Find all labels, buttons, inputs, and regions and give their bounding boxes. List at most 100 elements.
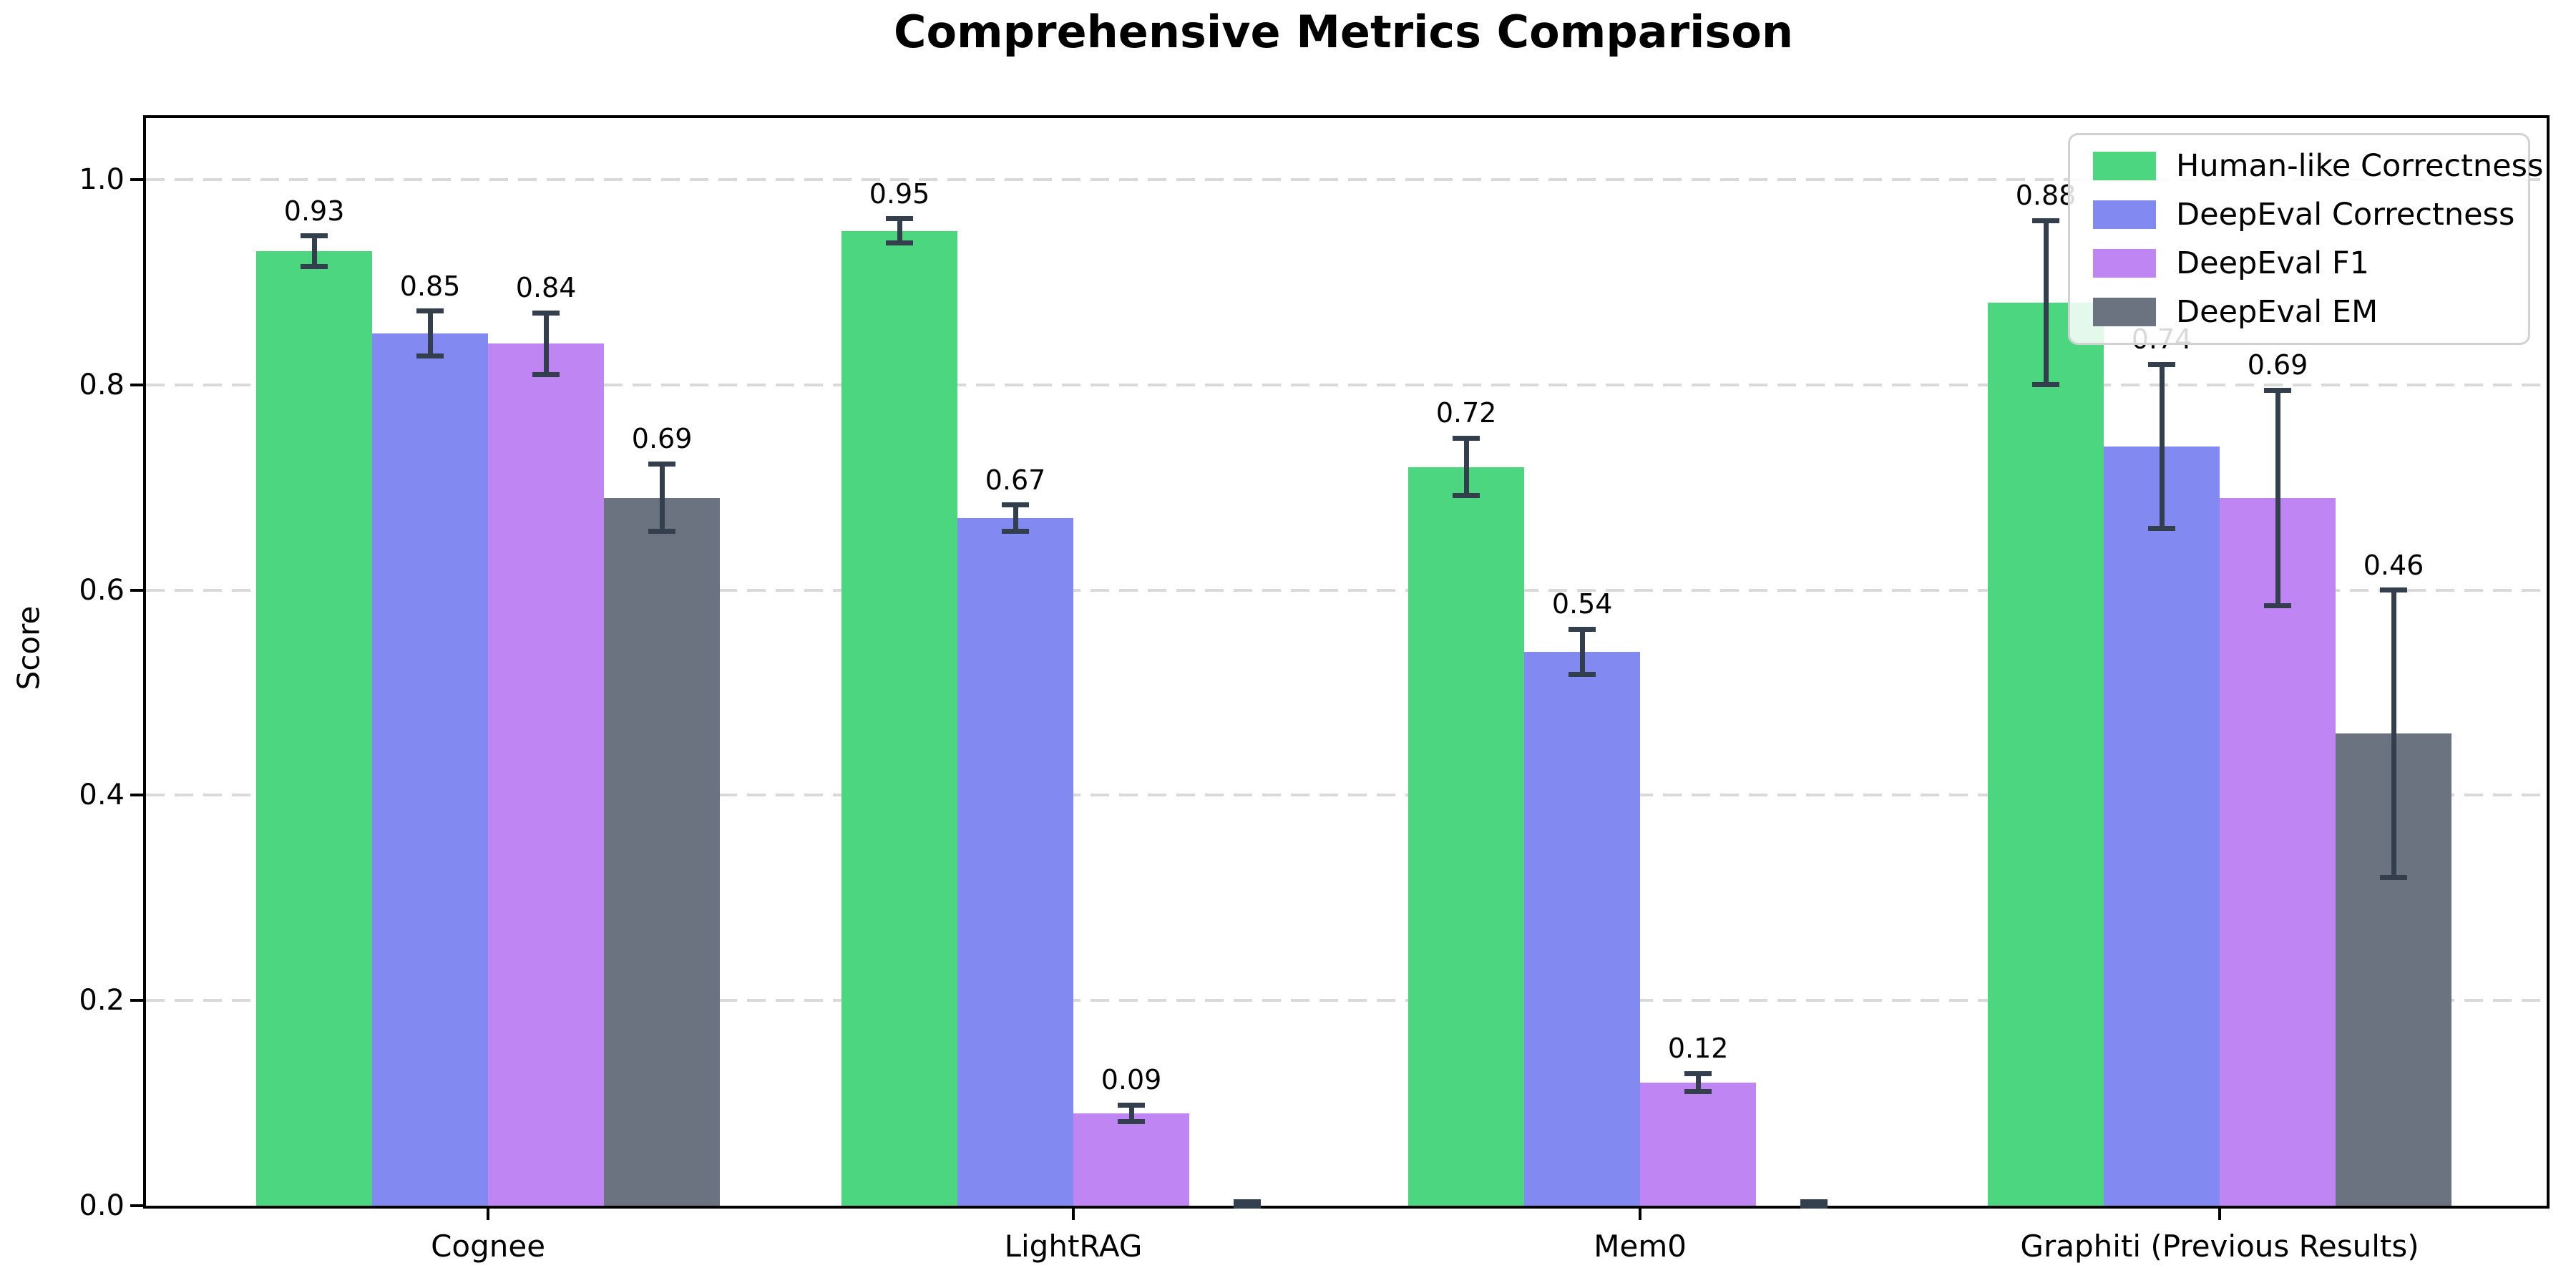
y-tick [130, 383, 143, 386]
bar [372, 333, 489, 1206]
bar [1408, 467, 1525, 1206]
bar [604, 497, 721, 1206]
error-bar-cap-top [1234, 1199, 1262, 1204]
error-bar-cap-bottom [532, 371, 560, 377]
error-bar-cap-bottom [2264, 602, 2292, 608]
error-bar-cap-top [2380, 587, 2408, 593]
error-bar-cap-top [1002, 502, 1030, 508]
error-bar-cap-top [301, 233, 328, 239]
gridline [146, 999, 2547, 1002]
error-bar-cap-bottom [1118, 1118, 1146, 1124]
error-bar-cap-bottom [1568, 671, 1596, 677]
legend: Human-like Correctness DeepEval Correctne… [2068, 133, 2543, 345]
error-bar-cap-bottom [1453, 493, 1480, 499]
bar [2220, 497, 2336, 1206]
error-bar-cap-bottom [648, 529, 676, 535]
error-bar-cap-top [1568, 626, 1596, 632]
error-bar-cap-bottom [1002, 529, 1030, 535]
error-bar-whisker [1013, 504, 1018, 532]
y-tick [130, 588, 143, 592]
legend-swatch [2093, 249, 2156, 278]
y-tick [130, 999, 143, 1002]
bar-value-label: 0.46 [2363, 549, 2424, 581]
error-bar-cap-top [1684, 1070, 1712, 1076]
error-bar-whisker [897, 218, 902, 243]
legend-item: DeepEval EM [2070, 294, 2528, 330]
bar-value-label: 0.88 [2015, 180, 2077, 212]
legend-item: DeepEval Correctness [2070, 197, 2528, 233]
y-tick [130, 794, 143, 797]
y-tick [130, 1204, 143, 1207]
error-bar-whisker [1579, 629, 1585, 675]
x-tick [1639, 1209, 1642, 1220]
bar-value-label: 0.95 [869, 177, 930, 210]
error-bar-cap-bottom [2032, 382, 2060, 388]
error-bar-cap-top [2264, 387, 2292, 393]
error-bar-whisker [2391, 590, 2396, 878]
legend-swatch [2093, 200, 2156, 229]
error-bar-cap-top [1118, 1102, 1146, 1108]
x-tick-label: Mem0 [1594, 1229, 1687, 1264]
legend-item: Human-like Correctness [2070, 148, 2543, 184]
error-bar-cap-top [2148, 361, 2176, 367]
bar-value-label: 0.85 [399, 270, 461, 302]
bar-value-label: 0.72 [1435, 397, 1497, 429]
error-bar-whisker [2043, 220, 2049, 385]
error-bar-cap-top [886, 216, 914, 222]
error-bar-whisker [659, 464, 665, 532]
bar-value-label: 0.69 [2247, 349, 2308, 381]
y-tick-label: 0.8 [79, 368, 125, 401]
x-tick [2218, 1209, 2222, 1220]
bar [1073, 1113, 1190, 1206]
bar [2104, 446, 2220, 1206]
error-bar-whisker [1695, 1073, 1701, 1092]
legend-label: DeepEval EM [2176, 294, 2379, 330]
gridline [146, 178, 2547, 182]
legend-swatch [2093, 298, 2156, 326]
gridline [146, 794, 2547, 797]
legend-item: DeepEval F1 [2070, 245, 2528, 281]
error-bar-whisker [427, 311, 433, 356]
legend-label: DeepEval F1 [2176, 245, 2369, 281]
bar [841, 230, 958, 1206]
error-bar-cap-top [532, 310, 560, 316]
error-bar-cap-bottom [1234, 1203, 1262, 1209]
bar [488, 343, 605, 1206]
error-bar-cap-top [1800, 1199, 1828, 1204]
bar [1988, 303, 2104, 1206]
legend-label: Human-like Correctness [2176, 148, 2544, 184]
error-bar-cap-top [2032, 218, 2060, 223]
error-bar-whisker [2275, 390, 2280, 606]
legend-label: DeepEval Correctness [2176, 197, 2515, 233]
error-bar-whisker [1463, 438, 1469, 496]
error-bar-whisker [1128, 1105, 1134, 1122]
bar [1640, 1082, 1757, 1206]
error-bar-cap-top [1453, 435, 1480, 441]
bar-value-label: 0.09 [1101, 1064, 1162, 1096]
error-bar-cap-bottom [886, 240, 914, 246]
plot-area: 0.0 0.2 0.4 0.6 0.8 1.0 Cognee LightRAG Mem0 Grap… [79, 115, 2550, 1264]
y-tick-label: 0.0 [79, 1189, 125, 1222]
x-tick [1072, 1209, 1075, 1220]
error-bar-cap-bottom [2380, 874, 2408, 880]
y-tick-label: 0.2 [79, 984, 125, 1018]
bar-value-label: 0.54 [1551, 588, 1613, 620]
y-tick [130, 178, 143, 182]
y-tick-label: 0.4 [79, 779, 125, 812]
legend-swatch [2093, 152, 2156, 180]
bar-value-label: 0.12 [1667, 1033, 1729, 1065]
bar-value-label: 0.69 [631, 423, 693, 455]
x-tick-label: LightRAG [1004, 1229, 1143, 1264]
x-tick-label: Cognee [431, 1229, 546, 1264]
bar [1524, 651, 1641, 1206]
bar-value-label: 0.93 [283, 195, 345, 227]
bar [957, 518, 1074, 1206]
error-bar-cap-bottom [1684, 1089, 1712, 1095]
x-tick [487, 1209, 490, 1220]
y-axis-label: Score [11, 605, 47, 691]
error-bar-cap-bottom [1800, 1203, 1828, 1209]
error-bar-cap-bottom [416, 353, 444, 359]
bar-value-label: 0.67 [985, 464, 1046, 496]
y-tick-label: 1.0 [79, 163, 125, 197]
